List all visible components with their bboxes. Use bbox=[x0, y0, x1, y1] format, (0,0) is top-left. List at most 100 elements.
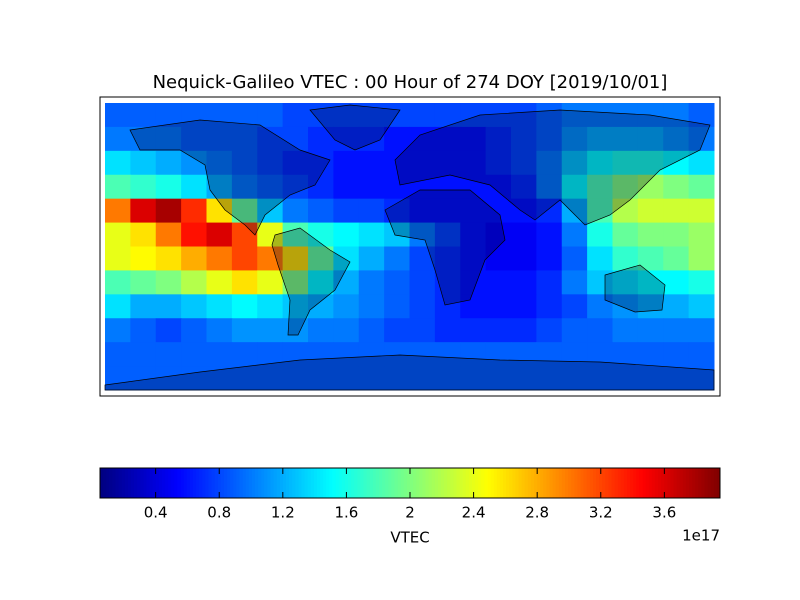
colorbar-segment bbox=[183, 468, 188, 498]
cell bbox=[333, 318, 360, 343]
cell bbox=[460, 294, 487, 319]
cell bbox=[511, 342, 537, 367]
colorbar-segment bbox=[379, 468, 383, 498]
colorbar-segment bbox=[692, 468, 696, 498]
cell bbox=[206, 222, 233, 247]
colorbar-segment bbox=[558, 468, 563, 498]
colorbar-segment bbox=[627, 468, 631, 498]
cell bbox=[688, 150, 715, 176]
cell bbox=[181, 103, 207, 128]
cell bbox=[181, 198, 207, 224]
cell bbox=[206, 150, 233, 176]
cell bbox=[485, 270, 512, 295]
colorbar-segment bbox=[701, 468, 705, 498]
cell bbox=[587, 222, 613, 247]
cell bbox=[130, 270, 157, 295]
cell bbox=[637, 342, 664, 367]
cell bbox=[663, 103, 690, 128]
colorbar-segment bbox=[165, 468, 169, 498]
cell bbox=[663, 366, 690, 391]
cell bbox=[181, 174, 207, 200]
cell bbox=[130, 150, 157, 176]
colorbar-segment bbox=[301, 468, 306, 498]
colorbar-segment bbox=[372, 468, 377, 498]
cell bbox=[105, 342, 131, 367]
cell bbox=[460, 198, 487, 224]
colorbar-segment bbox=[481, 468, 485, 498]
colorbar-segment bbox=[654, 468, 659, 498]
colorbar-segment bbox=[155, 468, 160, 498]
colorbar-segment bbox=[636, 468, 640, 498]
colorbar-segment bbox=[338, 468, 343, 498]
cell bbox=[409, 366, 436, 391]
cell bbox=[663, 126, 690, 152]
colorbar bbox=[100, 468, 721, 498]
cell bbox=[511, 318, 537, 343]
colorbar-segment bbox=[357, 468, 361, 498]
cell bbox=[409, 318, 436, 343]
cell bbox=[231, 342, 258, 367]
colorbar-segment bbox=[428, 468, 433, 498]
cell bbox=[206, 126, 233, 152]
cell bbox=[308, 150, 334, 176]
colorbar-segment bbox=[168, 468, 172, 498]
colorbar-segment bbox=[447, 468, 451, 498]
cell bbox=[485, 198, 512, 224]
cell bbox=[105, 270, 131, 295]
cell bbox=[282, 103, 309, 128]
cell bbox=[612, 150, 639, 176]
colorbar-tick-label: 1.2 bbox=[271, 504, 295, 522]
cell bbox=[637, 294, 664, 319]
cell bbox=[181, 294, 207, 319]
colorbar-segment bbox=[450, 468, 454, 498]
colorbar-segment bbox=[599, 468, 603, 498]
colorbar-segment bbox=[630, 468, 634, 498]
cell bbox=[155, 246, 182, 271]
colorbar-segment bbox=[549, 468, 554, 498]
cell bbox=[282, 246, 309, 271]
colorbar-segment bbox=[211, 468, 216, 498]
colorbar-segment bbox=[487, 468, 492, 498]
colorbar-segment bbox=[453, 468, 457, 498]
cell bbox=[231, 198, 258, 224]
colorbar-segment bbox=[162, 468, 166, 498]
cell bbox=[612, 342, 639, 367]
cell bbox=[688, 126, 715, 152]
south-america bbox=[271, 227, 351, 336]
colorbar-segment bbox=[543, 468, 547, 498]
cell bbox=[308, 294, 334, 319]
cell bbox=[587, 126, 613, 152]
colorbar-segment bbox=[363, 468, 368, 498]
colorbar-segment bbox=[118, 468, 123, 498]
colorbar-segment bbox=[143, 468, 147, 498]
colorbar-segment bbox=[220, 468, 225, 498]
cell bbox=[308, 174, 334, 200]
cell bbox=[587, 294, 613, 319]
cell bbox=[536, 198, 563, 224]
colorbar-segment bbox=[444, 468, 448, 498]
colorbar-segment bbox=[642, 468, 647, 498]
colorbar-segment bbox=[493, 468, 498, 498]
cell bbox=[155, 342, 182, 367]
cell bbox=[536, 222, 563, 247]
colorbar-segment bbox=[242, 468, 247, 498]
cell bbox=[561, 174, 588, 200]
cell bbox=[561, 294, 588, 319]
colorbar-segment bbox=[530, 468, 535, 498]
colorbar-label: VTEC bbox=[390, 529, 429, 547]
colorbar-segment bbox=[276, 468, 281, 498]
colorbar-segment bbox=[503, 468, 507, 498]
cell bbox=[637, 318, 664, 343]
cell bbox=[155, 222, 182, 247]
cell bbox=[206, 174, 233, 200]
colorbar-segment bbox=[286, 468, 290, 498]
cell bbox=[434, 198, 461, 224]
colorbar-segment bbox=[199, 468, 203, 498]
cell bbox=[257, 270, 284, 295]
cell bbox=[308, 342, 334, 367]
colorbar-segment bbox=[255, 468, 259, 498]
colorbar-segment bbox=[304, 468, 309, 498]
cell bbox=[333, 198, 360, 224]
colorbar-segment bbox=[568, 468, 572, 498]
cell bbox=[358, 222, 385, 247]
